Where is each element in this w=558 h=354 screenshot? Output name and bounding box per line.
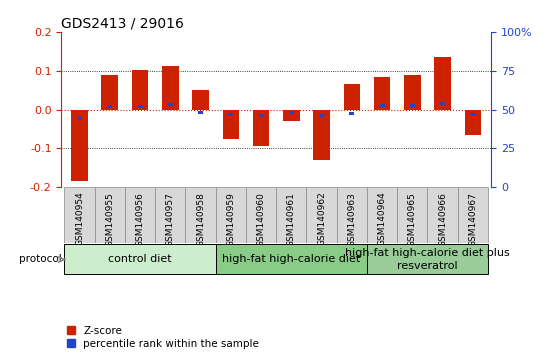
Text: GSM140957: GSM140957 xyxy=(166,192,175,247)
Bar xyxy=(246,187,276,243)
Bar xyxy=(64,187,95,243)
Bar xyxy=(168,103,173,107)
Bar xyxy=(289,111,294,114)
Bar xyxy=(319,114,324,118)
Text: GSM140966: GSM140966 xyxy=(438,192,447,247)
Text: GSM140960: GSM140960 xyxy=(257,192,266,247)
Bar xyxy=(132,70,148,110)
Text: GDS2413 / 29016: GDS2413 / 29016 xyxy=(61,17,184,31)
Bar xyxy=(71,110,88,182)
Text: GSM140956: GSM140956 xyxy=(136,192,145,247)
Bar xyxy=(306,187,336,243)
Bar xyxy=(162,66,179,110)
Legend: Z-score, percentile rank within the sample: Z-score, percentile rank within the samp… xyxy=(66,326,259,349)
Bar xyxy=(434,57,451,110)
Bar xyxy=(397,187,427,243)
Bar xyxy=(379,104,384,107)
Bar xyxy=(344,84,360,110)
Text: GSM140955: GSM140955 xyxy=(105,192,114,247)
Bar xyxy=(404,75,421,110)
Text: GSM140963: GSM140963 xyxy=(347,192,357,247)
Bar xyxy=(77,116,82,120)
Bar xyxy=(374,76,391,110)
Bar xyxy=(349,112,354,115)
Bar xyxy=(223,110,239,139)
Text: protocol: protocol xyxy=(19,255,62,264)
Text: GSM140965: GSM140965 xyxy=(408,192,417,247)
Bar xyxy=(465,110,481,135)
Bar xyxy=(367,245,488,274)
Bar xyxy=(216,187,246,243)
Bar xyxy=(283,110,300,121)
Bar xyxy=(155,187,185,243)
Bar xyxy=(313,110,330,160)
Bar xyxy=(64,245,216,274)
Text: GSM140958: GSM140958 xyxy=(196,192,205,247)
Bar xyxy=(185,187,216,243)
Text: GSM140967: GSM140967 xyxy=(468,192,478,247)
Text: GSM140961: GSM140961 xyxy=(287,192,296,247)
Bar xyxy=(276,187,306,243)
Bar xyxy=(367,187,397,243)
Bar xyxy=(258,114,263,118)
Bar xyxy=(125,187,155,243)
Bar xyxy=(253,110,270,147)
Bar xyxy=(198,111,203,114)
Text: GSM140964: GSM140964 xyxy=(378,192,387,246)
Text: high-fat high-calorie diet: high-fat high-calorie diet xyxy=(222,255,360,264)
Text: high-fat high-calorie diet plus
resveratrol: high-fat high-calorie diet plus resverat… xyxy=(345,248,510,271)
Bar xyxy=(95,187,125,243)
Bar xyxy=(228,113,233,116)
Text: GSM140954: GSM140954 xyxy=(75,192,84,246)
Bar xyxy=(107,104,112,108)
Text: control diet: control diet xyxy=(108,255,172,264)
Bar xyxy=(440,102,445,105)
Bar xyxy=(336,187,367,243)
Bar xyxy=(102,75,118,110)
Bar xyxy=(458,187,488,243)
Bar xyxy=(470,113,475,116)
Bar xyxy=(193,90,209,110)
Text: GSM140959: GSM140959 xyxy=(227,192,235,247)
Text: GSM140962: GSM140962 xyxy=(317,192,326,246)
Bar xyxy=(427,187,458,243)
Bar xyxy=(216,245,367,274)
Bar xyxy=(138,104,142,108)
Bar xyxy=(410,104,415,107)
